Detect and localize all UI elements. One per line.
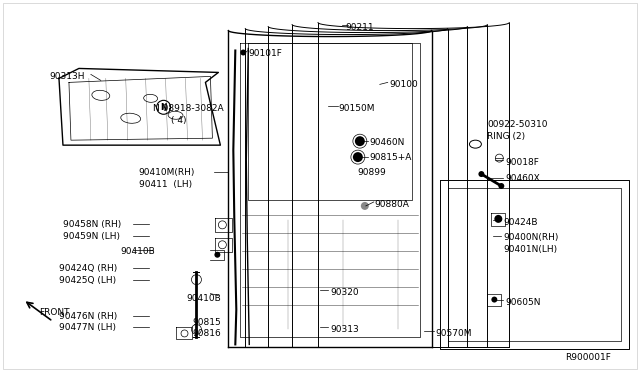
Circle shape [494,215,502,223]
Text: N: N [161,103,167,112]
Text: 90880A: 90880A [375,200,410,209]
Circle shape [353,152,363,162]
Text: 90424Q (RH): 90424Q (RH) [59,264,117,273]
Circle shape [479,171,484,177]
Text: 90425Q (LH): 90425Q (LH) [59,276,116,285]
Text: 90313: 90313 [330,326,358,334]
Text: 90605N: 90605N [506,298,541,307]
Circle shape [355,136,365,146]
Text: ( 4): ( 4) [171,116,186,125]
Text: 90476N (RH): 90476N (RH) [59,311,117,321]
Text: 90411  (LH): 90411 (LH) [139,180,192,189]
Text: 90477N (LH): 90477N (LH) [59,324,116,333]
Text: 90401N(LH): 90401N(LH) [503,245,557,254]
Text: 90410B: 90410B [186,294,221,302]
Text: 90211: 90211 [345,23,374,32]
Text: 90410B: 90410B [121,247,156,256]
Text: 90815+A: 90815+A [370,153,412,162]
Text: 90101F: 90101F [248,48,282,58]
Text: N 08918-3082A: N 08918-3082A [152,104,223,113]
Text: 90460N: 90460N [370,138,405,147]
Text: 90400N(RH): 90400N(RH) [503,233,559,242]
Text: 90018F: 90018F [506,158,539,167]
Circle shape [214,252,220,258]
Text: R900001F: R900001F [565,353,611,362]
Text: 90570M: 90570M [436,330,472,339]
Text: RING (2): RING (2) [488,132,525,141]
Text: 90313H: 90313H [49,73,84,81]
Circle shape [240,49,246,55]
Text: 90410M(RH): 90410M(RH) [139,168,195,177]
Text: 00922-50310: 00922-50310 [488,120,548,129]
Circle shape [499,183,504,189]
Text: 90458N (RH): 90458N (RH) [63,220,121,229]
Text: 90899: 90899 [358,168,387,177]
Text: 90100: 90100 [390,80,419,89]
Text: 90815: 90815 [193,318,221,327]
Circle shape [492,296,497,302]
Text: 90150M: 90150M [338,104,374,113]
Text: 90460X: 90460X [506,174,540,183]
Text: 90459N (LH): 90459N (LH) [63,232,120,241]
Text: 90816: 90816 [193,330,221,339]
Circle shape [361,202,369,210]
Text: 90424B: 90424B [503,218,538,227]
Text: FRONT: FRONT [39,308,70,317]
Text: 90320: 90320 [330,288,358,296]
